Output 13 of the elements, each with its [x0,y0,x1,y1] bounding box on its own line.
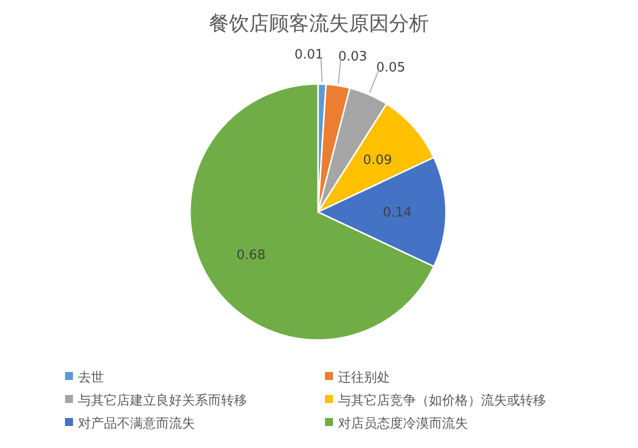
data-label: 0.68 [236,248,266,264]
data-label: 0.01 [294,48,324,63]
legend-label: 对产品不满意而流失 [78,416,195,432]
legend-label: 与其它店建立良好关系而转移 [78,392,247,409]
legend-label: 去世 [78,370,104,386]
data-label: 0.14 [382,206,412,221]
data-label: 0.05 [376,60,406,76]
legend-label: 迁往别处 [338,370,390,386]
data-label: 0.09 [363,153,392,168]
legend-label: 对店员态度冷漠而流失 [338,416,468,432]
data-label: 0.03 [338,49,368,64]
chart-title: 餐饮店顾客流失原因分析 [209,11,429,35]
legend-label: 与其它店竞争（如价格）流失或转移 [338,392,546,409]
